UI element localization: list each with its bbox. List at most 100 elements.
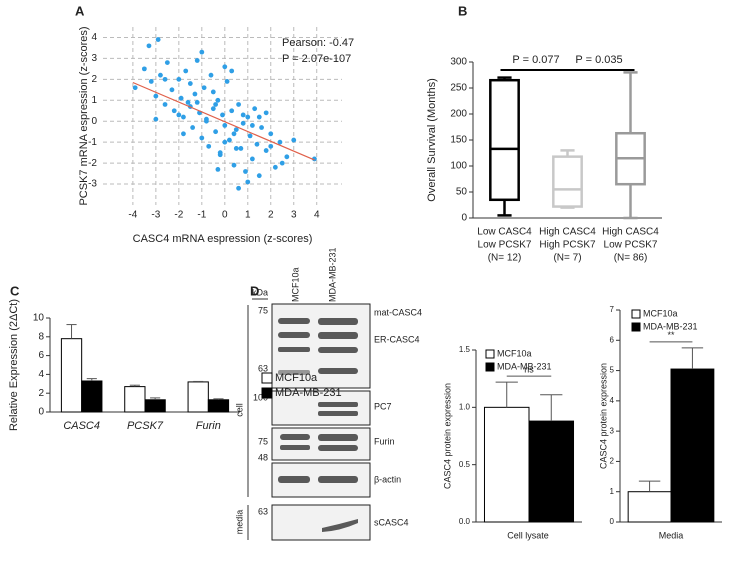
trend-line: [132, 81, 315, 161]
point: [256, 173, 262, 179]
y-tick-label: 0: [38, 407, 44, 418]
point: [256, 114, 262, 120]
band-label: sCASC4: [374, 517, 409, 527]
band: [278, 332, 310, 338]
band: [278, 370, 310, 375]
marker-label: 63: [258, 363, 268, 373]
point: [178, 95, 184, 101]
bar: [124, 386, 146, 413]
y-tick-label: 1.0: [459, 402, 471, 411]
band: [318, 347, 358, 353]
y-tick-label: 0.5: [459, 460, 471, 469]
point: [222, 123, 228, 128]
y-tick-label: -1: [88, 137, 97, 148]
panel-label: B: [458, 3, 467, 18]
band: [318, 368, 358, 374]
point: [245, 114, 251, 120]
point: [263, 148, 269, 153]
point: [199, 135, 205, 141]
marker-label: 75: [258, 305, 268, 315]
band: [278, 476, 310, 483]
y-tick-label: 3: [610, 426, 615, 435]
point: [249, 156, 255, 162]
band: [278, 347, 310, 352]
lane-label: MCF10a: [290, 267, 300, 302]
point: [158, 72, 163, 78]
y-tick-label: 2: [38, 388, 44, 399]
y-axis-label: CASC4 protein expression: [598, 363, 608, 469]
box: [552, 155, 583, 208]
point: [268, 143, 274, 149]
bar: [483, 406, 530, 523]
legend-label: MCF10a: [643, 308, 678, 318]
bar: [144, 399, 166, 413]
point: [169, 87, 175, 93]
point: [185, 99, 191, 105]
y-tick-label: -3: [88, 179, 97, 190]
annotation: P = 0.035: [575, 54, 622, 66]
blot-frame: [271, 427, 371, 461]
bar: [81, 380, 103, 413]
legend-label: MCF10a: [497, 348, 532, 358]
band: [318, 411, 358, 416]
bands: [278, 318, 358, 532]
point: [206, 143, 212, 149]
y-axis-label: Relative Expression (2ΔCt): [8, 299, 20, 431]
annotation: **: [667, 330, 675, 340]
y-tick-label: 2: [91, 74, 97, 85]
x-tick-label: 0: [222, 210, 228, 221]
x-axis-label: CASC4 mRNA espression (z-scores): [133, 233, 313, 245]
x-tick-label: High CASC4: [539, 227, 596, 238]
point: [277, 139, 283, 145]
point: [245, 179, 251, 185]
point: [233, 146, 239, 151]
bar: [627, 491, 672, 523]
point: [187, 81, 193, 86]
legend-label: MDA-MB-231: [275, 387, 342, 399]
point: [231, 162, 237, 168]
point: [268, 131, 274, 137]
x-tick-label: High PCSK7: [539, 240, 596, 251]
x-tick-label: Cell lysate: [507, 530, 549, 540]
point: [220, 112, 225, 118]
y-axis-label: PCSK7 mRNA espression (z-scores): [78, 26, 90, 205]
x-tick-label: (N= 86): [614, 253, 648, 264]
y-tick-label: -2: [88, 158, 97, 169]
y-tick-label: 0: [91, 116, 97, 127]
point: [243, 169, 248, 174]
band: [280, 445, 310, 450]
y-tick-label: 2: [610, 457, 615, 466]
legend-swatch: [261, 387, 273, 399]
point: [181, 114, 186, 120]
point: [312, 156, 317, 162]
legend-label: MDA-MB-231: [643, 321, 698, 331]
y-tick-label: 8: [38, 331, 44, 342]
point: [192, 91, 198, 97]
y-tick-label: 5: [610, 366, 615, 375]
y-tick-label: 100: [450, 161, 467, 172]
point: [183, 68, 189, 74]
band: [318, 318, 358, 325]
legend-swatch: [485, 362, 495, 372]
x-tick-label: Low CASC4: [477, 227, 532, 238]
y-tick-label: 6: [38, 350, 44, 361]
point: [263, 110, 269, 116]
panel-label: A: [75, 3, 85, 18]
point: [204, 118, 209, 124]
markers: 75 63 100 75 48 63: [253, 305, 268, 516]
point: [226, 137, 232, 143]
band-label: β-actin: [374, 474, 401, 484]
x-tick-label: Furin: [196, 420, 221, 432]
point: [229, 68, 235, 74]
point: [222, 64, 228, 70]
box: [489, 78, 520, 202]
y-tick-label: 1: [91, 95, 97, 106]
point: [194, 99, 200, 105]
band-label: ER-CASC4: [374, 334, 420, 344]
y-tick-label: 4: [91, 32, 97, 43]
x-tick-label: 4: [314, 210, 320, 221]
marker-label: 100: [253, 392, 268, 402]
point: [199, 49, 205, 55]
x-tick-label: CASC4: [63, 420, 100, 432]
